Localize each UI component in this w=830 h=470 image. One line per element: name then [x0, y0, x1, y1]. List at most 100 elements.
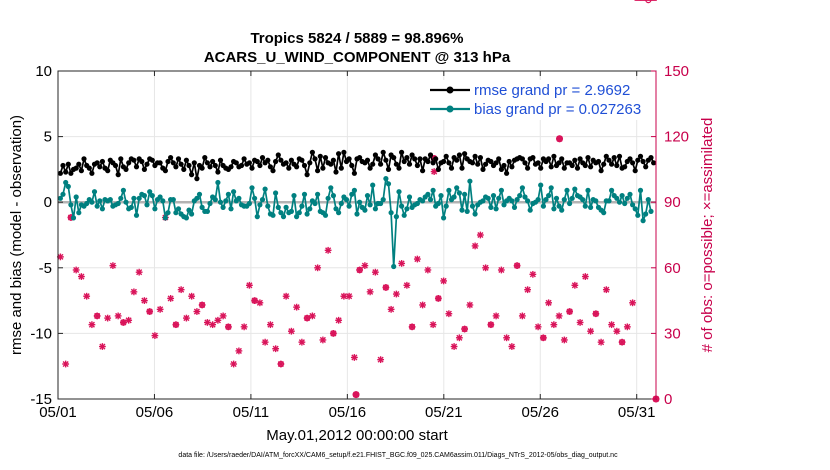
rmse-point: [212, 162, 218, 169]
obs-assimilated-point: [125, 316, 133, 324]
rmse-point: [63, 169, 69, 175]
obs-assimilated-point: [629, 299, 636, 307]
bias-point: [496, 195, 502, 201]
obs-assimilated-point: [492, 312, 500, 320]
rmse-point: [412, 156, 418, 162]
y-right-tick-label: 60: [664, 260, 681, 277]
bias-point: [217, 199, 224, 205]
rmse-point: [175, 156, 182, 162]
bias-point: [393, 214, 399, 220]
obs-assimilated-point: [471, 242, 479, 250]
rmse-point: [307, 160, 313, 166]
bias-point: [157, 194, 163, 200]
rmse-point: [530, 155, 536, 161]
bias-point: [454, 185, 460, 191]
bias-point: [199, 204, 205, 210]
y-right-tick-label: 90: [664, 194, 681, 211]
rmse-point: [525, 165, 531, 171]
rmse-point: [57, 170, 64, 176]
obs-assimilated-point: [534, 323, 542, 331]
bias-point: [196, 191, 203, 197]
legend-rmse-marker: [446, 86, 454, 94]
bias-point: [212, 197, 218, 203]
rmse-point: [78, 168, 84, 174]
rmse-point: [168, 155, 174, 161]
bias-point: [580, 197, 586, 203]
y-right-tick-label: 120: [664, 129, 689, 146]
rmse-point: [199, 165, 205, 171]
rmse-point: [627, 156, 633, 162]
rmse-point: [267, 164, 273, 170]
bias-point: [278, 210, 284, 216]
bias-point: [73, 194, 79, 200]
rmse-point: [477, 155, 483, 161]
obs-assimilated-point: [497, 266, 505, 274]
rmse-point: [139, 158, 145, 165]
rmse-point: [257, 162, 263, 169]
bias-point: [273, 190, 279, 196]
bias-point: [456, 190, 462, 196]
obs-assimilated-point: [261, 338, 269, 346]
bias-point: [435, 200, 441, 207]
rmse-point: [157, 160, 163, 166]
rmse-point: [577, 156, 583, 162]
rmse-point: [435, 166, 441, 172]
obs-assimilated-point: [72, 266, 80, 274]
rmse-point: [651, 160, 657, 166]
rmse-point: [246, 160, 252, 166]
obs-assimilated-point: [466, 301, 474, 309]
bias-point: [556, 203, 562, 209]
bias-point: [509, 198, 515, 204]
bias-point: [280, 214, 287, 220]
bias-point: [131, 195, 137, 201]
bias-point: [622, 200, 628, 207]
bias-point: [378, 200, 384, 207]
rmse-point: [548, 164, 554, 170]
bias-point: [488, 204, 494, 210]
obs-assimilated-point: [529, 270, 537, 278]
bias-point: [120, 187, 126, 193]
bias-point: [294, 214, 300, 220]
rmse-point: [483, 161, 489, 167]
bias-point: [367, 202, 373, 208]
obs-assimilated-point: [177, 286, 185, 294]
rmse-point: [601, 161, 607, 167]
bias-point: [443, 203, 449, 209]
rmse-point: [265, 157, 271, 163]
rmse-point: [126, 160, 132, 166]
bias-point: [588, 204, 594, 210]
obs-assimilated-point: [282, 292, 290, 300]
obs-assimilated-point: [251, 297, 259, 304]
obs-assimilated-point: [403, 281, 411, 289]
rmse-point: [588, 164, 594, 170]
rmse-point: [202, 155, 208, 161]
legend-rmse-label: rmse grand pr = 2.9692: [474, 82, 630, 99]
bias-point: [498, 187, 504, 193]
obs-assimilated-point: [555, 312, 563, 320]
bias-point: [343, 197, 350, 203]
rmse-point: [189, 172, 195, 178]
obs-assimilated-point: [83, 292, 91, 300]
bias-point: [637, 187, 644, 193]
rmse-point: [404, 155, 410, 161]
obs-assimilated-point: [440, 277, 448, 285]
obs-assimilated-point: [455, 334, 463, 342]
obs-assimilated-point: [429, 321, 437, 329]
rmse-point: [288, 157, 294, 163]
obs-assimilated-series: [57, 0, 660, 403]
obs-assimilated-point: [319, 336, 327, 344]
obs-assimilated-point: [345, 292, 353, 300]
obs-assimilated-point: [566, 308, 573, 315]
rmse-point: [488, 158, 494, 165]
bias-point: [236, 195, 242, 201]
rmse-point: [338, 165, 344, 171]
rmse-point: [89, 170, 95, 176]
y-right-tick-label: 30: [664, 325, 681, 342]
rmse-point: [372, 152, 378, 158]
bias-point: [464, 208, 470, 214]
rmse-point: [493, 160, 499, 166]
bias-point: [57, 195, 64, 201]
rmse-point: [519, 156, 526, 162]
rmse-point: [574, 165, 581, 171]
rmse-point: [165, 158, 171, 165]
